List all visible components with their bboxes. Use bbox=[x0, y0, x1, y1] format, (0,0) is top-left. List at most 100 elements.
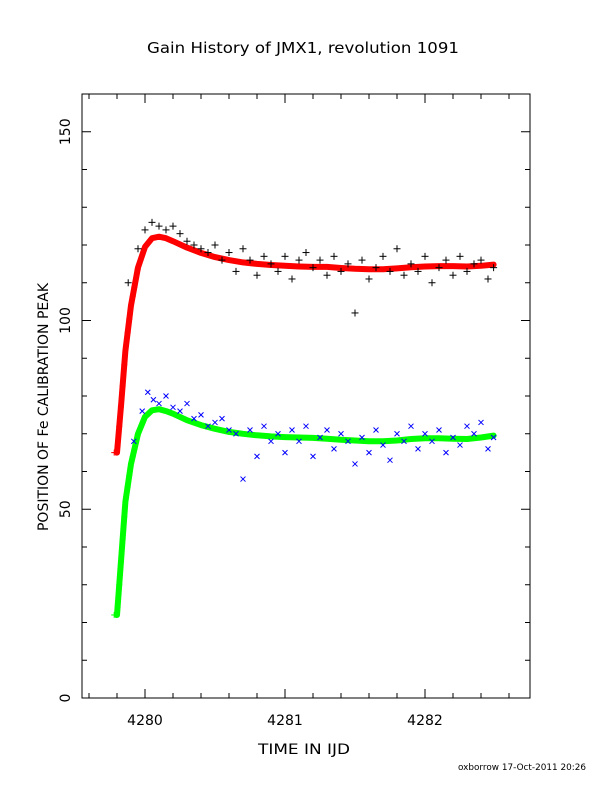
x-marker bbox=[331, 445, 337, 452]
plus-marker bbox=[302, 249, 310, 257]
plus-marker bbox=[225, 249, 233, 257]
plot-marks bbox=[111, 218, 498, 618]
x-marker bbox=[394, 430, 400, 437]
x-marker bbox=[457, 442, 463, 448]
plus-marker bbox=[218, 256, 226, 264]
x-marker bbox=[275, 430, 281, 437]
plus-marker bbox=[393, 245, 401, 253]
plus-marker bbox=[470, 260, 478, 268]
x-marker bbox=[373, 427, 379, 433]
plus-marker bbox=[114, 443, 121, 450]
plus-marker bbox=[316, 256, 324, 264]
plus-marker bbox=[274, 267, 282, 275]
x-marker bbox=[422, 430, 428, 437]
plus-marker bbox=[232, 267, 240, 275]
plus-marker bbox=[463, 267, 471, 275]
plus-marker bbox=[337, 267, 345, 275]
x-marker bbox=[310, 453, 316, 460]
x-marker bbox=[233, 430, 239, 437]
x-marker bbox=[408, 423, 414, 430]
plus-marker bbox=[267, 260, 275, 268]
x-marker bbox=[401, 438, 407, 445]
plus-marker bbox=[148, 218, 156, 226]
x-marker bbox=[324, 427, 330, 433]
x-tick-label: 4281 bbox=[267, 713, 303, 729]
plus-marker bbox=[421, 252, 429, 260]
plus-marker bbox=[116, 423, 123, 430]
x-marker bbox=[429, 438, 435, 445]
x-tick-label: 4280 bbox=[127, 713, 163, 729]
x-marker bbox=[380, 442, 386, 448]
plus-marker bbox=[246, 256, 254, 264]
plus-marker bbox=[155, 222, 163, 230]
plus-marker bbox=[169, 222, 177, 230]
plus-marker bbox=[124, 329, 131, 336]
plus-marker bbox=[112, 449, 119, 456]
plus-marker bbox=[386, 267, 394, 275]
x-marker bbox=[415, 445, 421, 452]
x-marker bbox=[317, 434, 323, 441]
plus-marker bbox=[134, 245, 142, 253]
plus-marker bbox=[131, 446, 138, 453]
plus-marker bbox=[407, 260, 415, 268]
plus-marker bbox=[162, 226, 170, 234]
plus-marker bbox=[400, 271, 408, 279]
plus-marker bbox=[358, 256, 366, 264]
x-marker bbox=[177, 408, 183, 414]
plus-marker bbox=[126, 315, 133, 322]
x-marker bbox=[268, 438, 274, 445]
plus-marker bbox=[129, 453, 136, 460]
plus-marker bbox=[134, 266, 141, 273]
plus-marker bbox=[129, 293, 136, 300]
x-marker bbox=[240, 476, 246, 482]
plus-marker bbox=[114, 604, 121, 611]
x-marker bbox=[139, 408, 146, 414]
plus-marker bbox=[197, 245, 205, 253]
plus-marker bbox=[309, 264, 317, 272]
plus-marker bbox=[116, 581, 123, 588]
plus-marker bbox=[204, 249, 212, 257]
plus-marker bbox=[128, 302, 134, 309]
plus-marker bbox=[484, 275, 492, 283]
plus-marker bbox=[124, 279, 132, 287]
x-marker bbox=[170, 404, 176, 411]
plus-marker bbox=[344, 260, 352, 268]
x-marker bbox=[359, 434, 365, 441]
x-marker bbox=[490, 434, 497, 441]
x-marker bbox=[191, 415, 197, 422]
x-marker bbox=[471, 430, 477, 437]
plus-marker bbox=[239, 245, 247, 253]
plus-marker bbox=[253, 271, 261, 279]
fit-curve-red bbox=[114, 233, 497, 456]
plus-marker bbox=[141, 226, 149, 234]
x-axis-label: TIME IN IJD bbox=[257, 742, 350, 758]
x-marker bbox=[226, 427, 232, 433]
x-marker bbox=[387, 457, 393, 464]
x-marker bbox=[219, 415, 225, 422]
plus-marker bbox=[379, 252, 387, 260]
plus-marker bbox=[449, 271, 457, 279]
plus-marker bbox=[176, 230, 184, 238]
x-marker bbox=[352, 461, 358, 467]
y-tick-label: 150 bbox=[58, 118, 74, 145]
plot-frame bbox=[81, 93, 531, 699]
x-marker bbox=[296, 438, 302, 445]
plus-marker bbox=[131, 284, 138, 291]
x-marker bbox=[436, 427, 442, 433]
y-tick-label: 100 bbox=[58, 307, 74, 334]
x-marker bbox=[464, 423, 470, 430]
plus-marker bbox=[323, 271, 331, 279]
plus-marker bbox=[124, 483, 131, 490]
x-marker bbox=[366, 449, 372, 456]
plus-marker bbox=[122, 494, 129, 501]
plus-marker bbox=[117, 403, 124, 410]
plus-marker bbox=[456, 252, 464, 260]
footer-credit: oxborrow 17-Oct-2011 20:26 bbox=[458, 763, 586, 773]
x-marker bbox=[303, 423, 309, 430]
plus-marker bbox=[428, 279, 436, 287]
plus-marker bbox=[128, 460, 134, 467]
x-marker bbox=[212, 419, 218, 426]
x-marker bbox=[443, 449, 449, 456]
x-marker bbox=[130, 438, 137, 445]
